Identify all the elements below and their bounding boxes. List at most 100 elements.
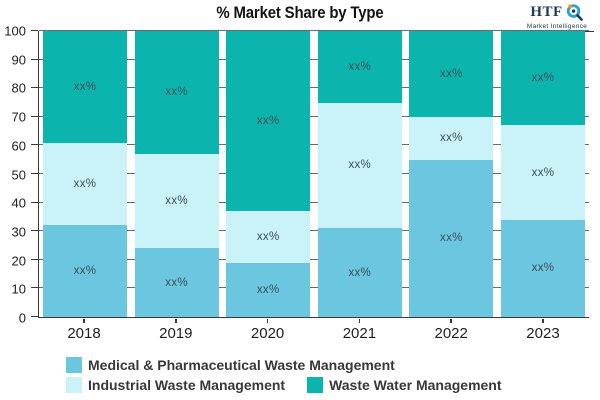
y-tick-label-60: 60 — [11, 138, 26, 154]
brand-logo: HTF Market Intelligence — [520, 3, 594, 32]
bar-segment-2019-series2: xx% — [134, 31, 219, 154]
x-tick-2019 — [175, 319, 177, 323]
legend-item-series0: Medical & Pharmaceutical Waste Managemen… — [66, 357, 395, 373]
y-tick-100 — [31, 30, 38, 31]
segment-value-label: xx% — [440, 232, 463, 245]
bar-segment-2021-series2: xx% — [317, 31, 402, 103]
segment-value-label: xx% — [73, 80, 97, 93]
segment-value-label: xx% — [440, 132, 463, 145]
bar-segment-2023-series1: xx% — [500, 125, 585, 220]
bar-segment-2021-series0: xx% — [317, 228, 402, 317]
segment-value-label: xx% — [256, 115, 280, 128]
x-tick-label-2021: 2021 — [342, 325, 377, 342]
bar-segment-2019-series0: xx% — [134, 248, 219, 317]
y-tick-30 — [31, 230, 38, 232]
segment-value-label: xx% — [348, 60, 372, 73]
bars-layer: xx% xx% xx% xx% xx% xx% xx% xx% xx% xx% xx% xx% xx% x… — [39, 31, 589, 317]
legend-label-series1: Industrial Waste Management — [88, 377, 286, 393]
y-tick-60 — [31, 144, 38, 146]
x-tick-2020 — [266, 319, 269, 323]
y-tick-label-40: 40 — [11, 195, 26, 211]
bar-column-2020: xx% xx% xx% — [226, 31, 311, 317]
gridline-20 — [39, 258, 589, 260]
legend-row-2: Industrial Waste Management Waste Water M… — [66, 377, 502, 393]
bar-column-2023: xx% xx% xx% — [500, 31, 585, 317]
bar-segment-2018-series0: xx% — [43, 225, 127, 317]
x-cell-2022: 2022 — [409, 319, 493, 342]
gridline-40 — [39, 201, 589, 203]
x-axis-labels: 2018 2019 2020 2021 2022 2023 — [38, 319, 589, 342]
gridline-70 — [39, 115, 589, 117]
gridline-60 — [39, 144, 589, 146]
legend-label-series2: Waste Water Management — [329, 377, 502, 393]
segment-value-label: xx% — [256, 230, 280, 243]
segment-value-label: xx% — [73, 178, 97, 190]
y-tick-80 — [31, 87, 38, 89]
legend-swatch-series0 — [66, 357, 82, 373]
x-tick-2023 — [542, 319, 544, 323]
segment-value-label: xx% — [531, 166, 555, 179]
y-tick-label-90: 90 — [11, 52, 26, 68]
gridline-90 — [39, 58, 589, 60]
bar-column-2022: xx% xx% xx% — [409, 31, 494, 317]
y-tick-70 — [31, 115, 38, 117]
legend-swatch-series1 — [66, 377, 82, 393]
segment-value-label: xx% — [73, 265, 97, 278]
legend-swatch-series2 — [307, 377, 324, 393]
x-cell-2020: 2020 — [226, 319, 310, 342]
y-tick-0 — [31, 316, 38, 317]
gridline-10 — [39, 287, 589, 289]
logo-text: HTF — [530, 4, 563, 20]
y-tick-20 — [31, 258, 38, 260]
legend-row-1: Medical & Pharmaceutical Waste Managemen… — [66, 357, 502, 373]
legend: Medical & Pharmaceutical Waste Managemen… — [66, 357, 502, 397]
x-tick-2022 — [450, 319, 452, 323]
x-tick-label-2018: 2018 — [67, 325, 101, 342]
plot-area: xx% xx% xx% xx% xx% xx% xx% xx% xx% xx% xx% xx% xx% x… — [31, 30, 589, 318]
bar-column-2019: xx% xx% xx% — [134, 31, 219, 317]
legend-item-series1: Industrial Waste Management — [66, 377, 285, 393]
segment-value-label: xx% — [531, 72, 555, 85]
bar-segment-2019-series1: xx% — [134, 153, 219, 249]
bar-column-2021: xx% xx% xx% — [317, 31, 402, 317]
bar-segment-2020-series0: xx% — [226, 262, 311, 317]
x-tick-2021 — [358, 319, 361, 323]
gridline-30 — [39, 230, 589, 232]
y-axis-labels: 0 10 20 30 40 50 60 70 80 90 100 — [0, 25, 29, 325]
bar-column-2018: xx% xx% xx% — [43, 31, 127, 317]
gridline-80 — [39, 87, 589, 89]
x-tick-2018 — [83, 319, 85, 323]
segment-value-label: xx% — [165, 195, 188, 208]
y-tick-label-100: 100 — [4, 23, 26, 39]
x-cell-2019: 2019 — [134, 319, 218, 342]
bar-segment-2021-series1: xx% — [317, 102, 402, 229]
x-cell-2018: 2018 — [42, 319, 126, 342]
segment-value-label: xx% — [531, 262, 555, 275]
bar-segment-2018-series1: xx% — [43, 142, 127, 226]
y-tick-label-80: 80 — [11, 80, 26, 96]
x-cell-2023: 2023 — [501, 319, 585, 342]
bar-segment-2022-series2: xx% — [409, 31, 494, 117]
magnifier-icon — [566, 4, 583, 21]
bar-segment-2023-series0: xx% — [500, 219, 585, 317]
y-tick-label-50: 50 — [11, 167, 26, 182]
y-tick-40 — [31, 201, 38, 203]
y-tick-90 — [31, 58, 38, 60]
y-tick-label-0: 0 — [18, 310, 26, 326]
x-tick-label-2022: 2022 — [434, 325, 468, 342]
y-tick-label-10: 10 — [11, 281, 26, 297]
segment-value-label: xx% — [348, 159, 372, 172]
y-tick-50 — [31, 173, 38, 174]
bar-segment-2018-series2: xx% — [43, 31, 127, 143]
y-tick-label-20: 20 — [11, 253, 26, 269]
y-tick-10 — [31, 287, 38, 289]
bar-segment-2022-series0: xx% — [409, 159, 494, 317]
x-tick-label-2023: 2023 — [526, 325, 560, 342]
segment-value-label: xx% — [256, 283, 280, 296]
legend-label-series0: Medical & Pharmaceutical Waste Managemen… — [88, 357, 395, 373]
bar-segment-2023-series2: xx% — [500, 31, 585, 126]
legend-item-series2: Waste Water Management — [307, 377, 502, 393]
gridline-50 — [39, 173, 589, 174]
y-tick-label-30: 30 — [11, 224, 26, 240]
